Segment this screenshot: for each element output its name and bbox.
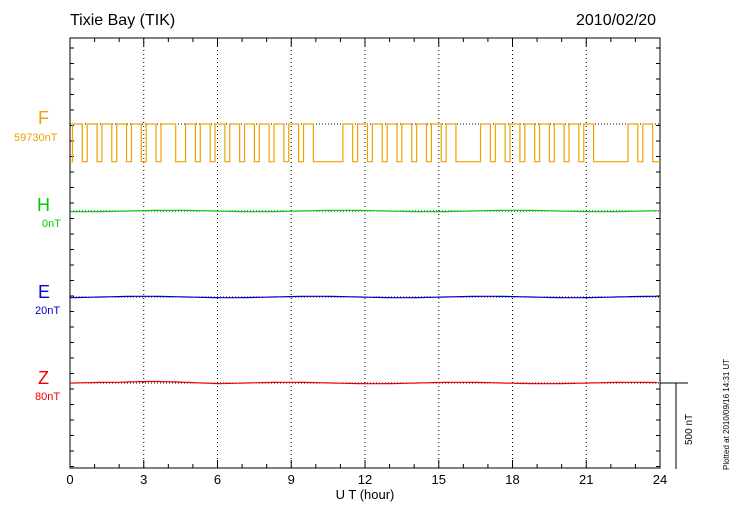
- x-tick-label: 15: [432, 472, 446, 487]
- channel-baseline-e: 20nT: [35, 305, 61, 317]
- trace-f: [70, 123, 660, 163]
- x-tick-label: 21: [579, 472, 593, 487]
- x-tick-label: 9: [288, 472, 295, 487]
- x-tick-label: 12: [358, 472, 372, 487]
- chart-date: 2010/02/20: [576, 12, 657, 29]
- trace-e: [70, 295, 658, 299]
- plotted-timestamp: Plotted at 2010/09/16 14:31 UT: [722, 358, 730, 470]
- x-tick-label: 0: [66, 472, 73, 487]
- x-tick-label: 24: [653, 472, 667, 487]
- trace-h: [70, 209, 658, 213]
- channel-letter-e: E: [38, 282, 51, 302]
- chart-title: Tixie Bay (TIK): [70, 12, 176, 29]
- x-axis-label: U T (hour): [336, 487, 395, 502]
- x-tick-label: 18: [505, 472, 519, 487]
- scale-bar-label: 500 nT: [684, 414, 695, 445]
- trace-z: [69, 380, 658, 385]
- channel-letter-z: Z: [38, 368, 49, 388]
- x-tick-label: 6: [214, 472, 221, 487]
- channel-letter-h: H: [37, 195, 50, 215]
- channel-baseline-z: 80nT: [35, 391, 61, 403]
- channel-baseline-f: 59730nT: [14, 132, 58, 144]
- channel-baseline-h: 0nT: [42, 218, 61, 230]
- channel-letter-f: F: [38, 108, 49, 128]
- x-tick-label: 3: [140, 472, 147, 487]
